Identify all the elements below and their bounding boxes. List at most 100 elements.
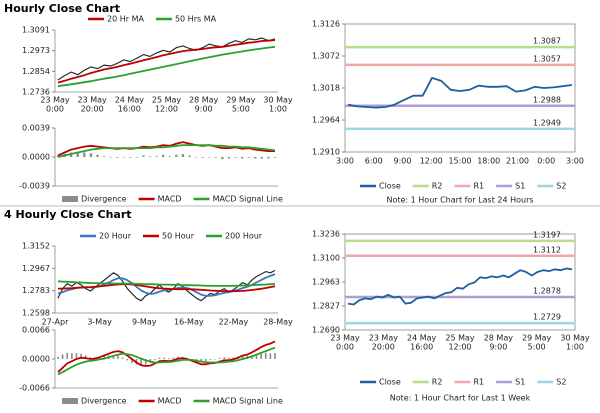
divergence-bar <box>75 353 78 359</box>
divergence-bar <box>204 359 207 362</box>
divergence-bar <box>267 157 270 159</box>
level-label: 1.2878 <box>533 286 561 295</box>
x-tick-label: 1:00 <box>566 343 584 352</box>
x-tick-label: 30 May <box>560 334 590 343</box>
y-tick-label: 1.2963 <box>312 278 340 287</box>
x-tick-label: 28 May <box>189 96 219 105</box>
divergence-bar <box>102 156 106 157</box>
y-tick-label: -0.0039 <box>19 182 50 191</box>
x-tick-label: 3-May <box>87 318 112 327</box>
y-tick-label: 1.3152 <box>22 242 50 251</box>
divergence-bar <box>240 157 244 159</box>
y-tick-label: 1.3100 <box>312 253 340 262</box>
divergence-bar <box>71 353 73 359</box>
x-tick-label: 9:00 <box>394 157 412 166</box>
divergence-bar <box>227 157 231 159</box>
series-line <box>347 77 573 109</box>
divergence-bar <box>228 357 230 359</box>
x-tick-label: 0:00 <box>336 343 354 352</box>
x-tick-label: 23 May <box>330 334 360 343</box>
y-tick-label: 0.0039 <box>22 124 50 133</box>
divergence-bar <box>122 157 125 158</box>
level-label: 1.3057 <box>533 54 561 63</box>
divergence-bar <box>194 157 198 158</box>
x-tick-label: 12:00 <box>448 343 471 352</box>
x-tick-label: 27-Apr <box>42 318 69 327</box>
divergence-bar <box>208 157 211 158</box>
y-tick-label: 0.0000 <box>22 153 50 162</box>
y-tick-label: 1.3018 <box>312 84 340 93</box>
legend-label: 200 Hour <box>225 232 263 241</box>
series-line <box>57 346 276 376</box>
divergence-bar <box>188 155 191 157</box>
divergence-bar <box>255 354 258 359</box>
y-tick-label: 0.0066 <box>22 326 50 335</box>
divergence-bar <box>144 359 147 365</box>
x-tick-label: 3:00 <box>566 157 584 166</box>
x-tick-label: 29 May <box>226 96 256 105</box>
divergence-bar <box>135 157 139 158</box>
y-tick-label: 1.3126 <box>312 20 340 29</box>
x-tick-label: 22-May <box>219 318 249 327</box>
legend-swatch <box>62 398 78 404</box>
x-tick-label: 20:00 <box>372 343 395 352</box>
divergence-bar <box>158 357 161 359</box>
y-tick-label: 1.2690 <box>312 326 340 335</box>
divergence-bar <box>195 359 198 361</box>
divergence-bar <box>274 352 276 359</box>
y-tick-label: 1.2964 <box>312 116 340 125</box>
section-header: Hourly Close Chart <box>4 2 120 15</box>
divergence-bar <box>103 355 105 359</box>
y-tick-label: 1.2973 <box>22 46 50 55</box>
divergence-bar <box>260 157 263 159</box>
x-tick-label: 24 May <box>407 334 437 343</box>
legend-label: R2 <box>432 182 443 191</box>
divergence-bar <box>89 153 93 157</box>
y-tick-label: 1.2783 <box>22 286 50 295</box>
divergence-bar <box>129 157 132 158</box>
x-tick-label: 0:00 <box>46 105 64 114</box>
y-tick-label: 1.2598 <box>22 309 50 318</box>
divergence-bar <box>201 157 204 158</box>
level-label: 1.3112 <box>533 245 561 254</box>
legend-label: Close <box>379 378 401 387</box>
x-tick-label: 25 May <box>152 96 182 105</box>
x-tick-label: 5:00 <box>528 343 546 352</box>
level-label: 1.2988 <box>533 95 561 104</box>
divergence-bar <box>83 152 86 157</box>
divergence-bar <box>167 358 170 359</box>
divergence-bar <box>223 357 226 359</box>
x-tick-label: 16-May <box>174 318 204 327</box>
divergence-bar <box>264 352 267 359</box>
x-tick-label: 18:00 <box>477 157 500 166</box>
legend-label: Divergence <box>81 397 127 406</box>
x-tick-label: 23 May <box>78 96 108 105</box>
y-tick-label: 1.2736 <box>22 88 50 97</box>
x-tick-label: 23 May <box>40 96 70 105</box>
divergence-bar <box>80 353 82 359</box>
divergence-bar <box>269 353 272 359</box>
divergence-bar <box>241 355 244 359</box>
divergence-bar <box>175 154 178 157</box>
divergence-bar <box>254 157 257 159</box>
divergence-bar <box>214 359 216 360</box>
level-label: 1.3087 <box>533 37 561 46</box>
series-line <box>347 267 573 306</box>
legend-label: S1 <box>515 378 525 387</box>
x-tick-label: 24 May <box>115 96 145 105</box>
x-tick-label: 25 May <box>445 334 475 343</box>
legend-label: S1 <box>515 182 525 191</box>
divergence-bar <box>181 154 185 157</box>
divergence-bar <box>131 359 133 363</box>
legend-label: S2 <box>556 182 566 191</box>
series-line <box>58 283 276 293</box>
x-tick-label: 15:00 <box>448 157 471 166</box>
series-line <box>57 37 276 81</box>
divergence-bar <box>260 353 262 359</box>
series-line <box>57 340 276 373</box>
legend-swatch <box>62 196 78 202</box>
divergence-bar <box>112 355 115 359</box>
legend-label: MACD Signal Line <box>213 195 283 204</box>
x-tick-label: 23 May <box>369 334 399 343</box>
x-tick-label: 1:00 <box>269 105 287 114</box>
